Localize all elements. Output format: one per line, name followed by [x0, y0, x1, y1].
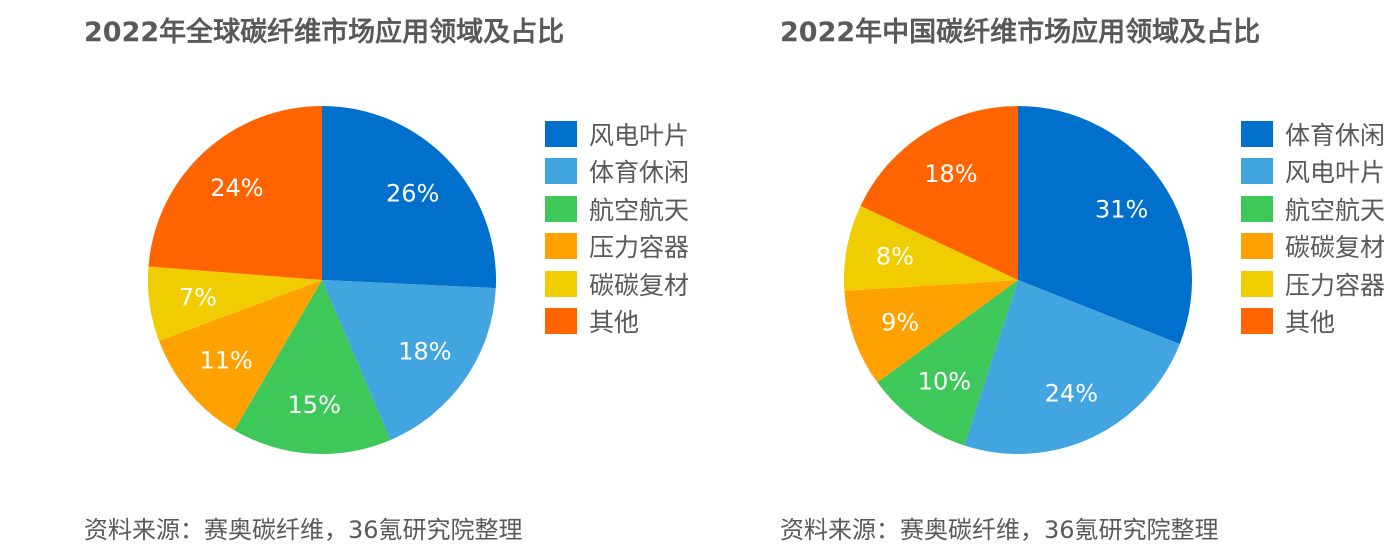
- slice-value-label: 7%: [179, 283, 217, 311]
- legend-label: 体育休闲: [1285, 120, 1386, 150]
- legend-label: 压力容器: [589, 233, 690, 263]
- legend-swatch: [545, 158, 577, 185]
- chart-legend: 风电叶片 体育休闲 航空航天 压力容器 碳碳复材 其他: [545, 115, 689, 340]
- china-chart-panel: 2022年中国碳纤维市场应用领域及占比 31% 24% 10% 9% 8% 18% 体育休…: [700, 0, 1400, 558]
- legend-item: 碳碳复材: [1241, 228, 1385, 266]
- legend-label: 其他: [1285, 308, 1336, 338]
- legend-label: 压力容器: [1285, 270, 1386, 300]
- slice-value-label: 9%: [881, 308, 919, 336]
- legend-label: 碳碳复材: [589, 270, 690, 300]
- pie-chart: 26% 18% 15% 11% 7% 24%: [148, 106, 496, 455]
- slice-value-label: 8%: [876, 243, 914, 271]
- legend-item: 压力容器: [1241, 265, 1385, 303]
- pie-slice: [877, 280, 1018, 446]
- legend-label: 航空航天: [589, 195, 690, 225]
- chart-legend: 体育休闲 风电叶片 航空航天 碳碳复材 压力容器 其他: [1241, 115, 1385, 340]
- slice-value-label: 10%: [918, 367, 971, 395]
- pie-slice: [159, 280, 322, 431]
- legend-label: 其他: [589, 308, 640, 338]
- slice-value-label: 18%: [924, 160, 977, 188]
- legend-swatch: [1241, 120, 1273, 147]
- legend-swatch: [1241, 195, 1273, 222]
- source-note: 资料来源：赛奥碳纤维，36氪研究院整理: [780, 516, 1219, 544]
- legend-swatch: [545, 308, 577, 335]
- legend-swatch: [545, 233, 577, 260]
- legend-swatch: [1241, 308, 1273, 335]
- chart-title: 2022年中国碳纤维市场应用领域及占比: [780, 17, 1261, 48]
- legend-swatch: [545, 270, 577, 297]
- legend-swatch: [545, 120, 577, 147]
- pie-slice: [860, 106, 1018, 280]
- pie-chart: 31% 24% 10% 9% 8% 18%: [844, 106, 1192, 454]
- legend-item: 体育休闲: [545, 153, 689, 191]
- legend-item: 航空航天: [545, 190, 689, 228]
- legend-label: 体育休闲: [589, 158, 690, 188]
- pie-slice: [322, 280, 496, 440]
- pie-slice: [1018, 106, 1192, 345]
- slice-value-label: 18%: [398, 337, 451, 365]
- legend-swatch: [1241, 233, 1273, 260]
- pie-slice: [964, 280, 1180, 454]
- slice-value-label: 31%: [1095, 196, 1148, 224]
- legend-item: 其他: [545, 303, 689, 341]
- legend-item: 其他: [1241, 303, 1385, 341]
- legend-label: 风电叶片: [589, 120, 690, 150]
- slice-value-label: 11%: [199, 347, 252, 375]
- slice-value-label: 15%: [288, 391, 341, 419]
- legend-item: 航空航天: [1241, 190, 1385, 228]
- legend-swatch: [545, 195, 577, 222]
- global-chart-panel: 2022年全球碳纤维市场应用领域及占比 26% 18% 15% 11% 7% 24% 风电…: [84, 17, 689, 544]
- source-note: 资料来源：赛奥碳纤维，36氪研究院整理: [84, 516, 523, 544]
- legend-item: 压力容器: [545, 228, 689, 266]
- legend-label: 航空航天: [1285, 195, 1386, 225]
- slice-value-label: 24%: [210, 174, 263, 202]
- legend-item: 风电叶片: [545, 115, 689, 153]
- legend-swatch: [1241, 158, 1273, 185]
- legend-label: 风电叶片: [1285, 158, 1386, 188]
- pie-slice: [322, 106, 496, 289]
- legend-item: 体育休闲: [1241, 115, 1385, 153]
- slice-value-label: 26%: [386, 180, 439, 208]
- legend-label: 碳碳复材: [1285, 233, 1386, 263]
- slice-value-label: 24%: [1045, 379, 1098, 407]
- pie-slice: [148, 266, 322, 341]
- legend-swatch: [1241, 270, 1273, 297]
- chart-title: 2022年全球碳纤维市场应用领域及占比: [84, 17, 565, 48]
- legend-item: 风电叶片: [1241, 153, 1385, 191]
- pie-slice: [844, 205, 1018, 291]
- pie-slice: [234, 280, 391, 455]
- pie-slice: [148, 106, 322, 280]
- legend-item: 碳碳复材: [545, 265, 689, 303]
- pie-slice: [844, 280, 1018, 383]
